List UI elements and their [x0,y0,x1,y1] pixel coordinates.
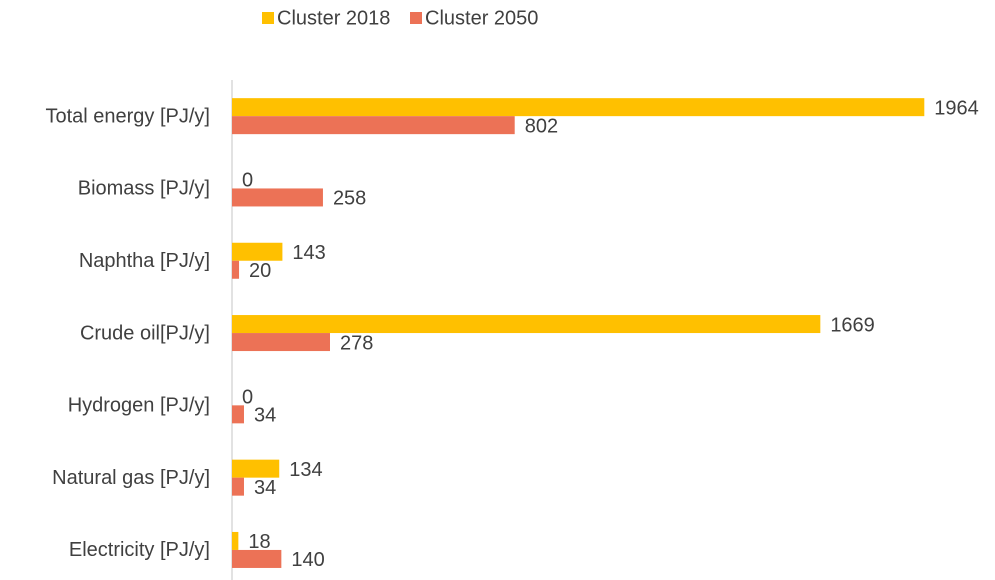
bar [232,315,821,334]
data-label: 140 [291,549,324,571]
bar [232,98,925,117]
bar [232,188,323,207]
y-tick-label: Natural gas [PJ/y] [52,467,210,489]
bar [232,242,283,261]
data-label: 0 [242,170,253,192]
bar [232,405,244,424]
data-label: 258 [333,188,366,210]
bar [232,459,280,478]
legend-swatch [410,12,422,24]
bar [232,333,330,352]
y-tick-label: Electricity [PJ/y] [69,539,210,561]
data-label: 34 [254,405,276,427]
legend-label: Cluster 2018 [277,7,390,29]
data-label: 1964 [934,97,979,119]
bar [232,260,240,279]
bar [232,477,244,496]
legend-label: Cluster 2050 [425,7,538,29]
bar [232,531,239,550]
bar [232,116,515,135]
data-label: 143 [292,242,325,264]
data-label: 18 [248,531,270,553]
bar [232,549,282,568]
legend-swatch [262,12,274,24]
data-label: 134 [289,459,322,481]
data-label: 1669 [830,314,875,336]
y-tick-label: Biomass [PJ/y] [78,178,210,200]
data-label: 20 [249,260,271,282]
data-label: 278 [340,332,373,354]
data-label: 34 [254,477,276,499]
y-tick-label: Hydrogen [PJ/y] [68,395,210,417]
data-label: 0 [242,387,253,409]
data-label: 802 [525,115,558,137]
y-tick-label: Crude oil[PJ/y] [80,322,210,344]
y-tick-label: Total energy [PJ/y] [45,105,210,127]
y-tick-label: Naphtha [PJ/y] [79,250,210,272]
